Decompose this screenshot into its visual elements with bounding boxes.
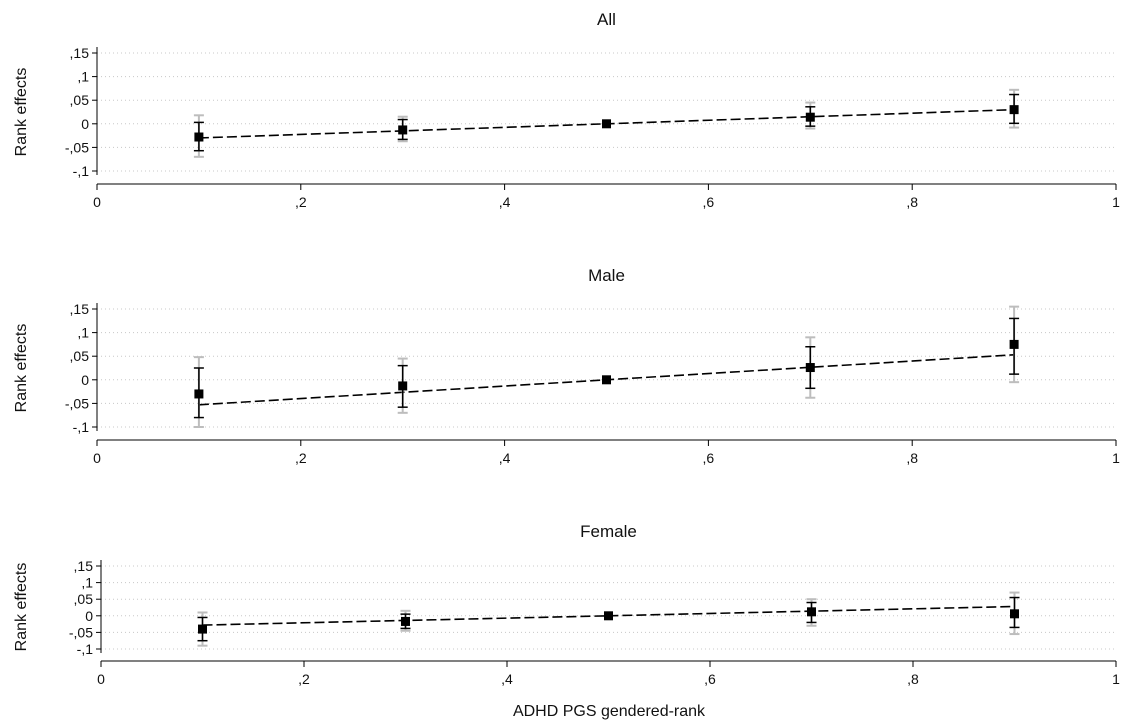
x-tick-label: ,4 <box>501 671 513 687</box>
x-tick-label: ,8 <box>906 194 918 210</box>
x-tick-label: ,4 <box>499 450 511 466</box>
y-tick-label: ,15 <box>74 558 94 574</box>
x-tick-label: 0 <box>93 450 101 466</box>
data-point <box>398 381 408 391</box>
x-tick-label: ,4 <box>499 194 511 210</box>
data-point <box>807 607 816 617</box>
y-tick-label: -,05 <box>65 139 89 155</box>
x-tick-label: ,8 <box>906 450 918 466</box>
data-point <box>1009 105 1019 115</box>
data-point <box>602 375 611 385</box>
data-point <box>604 611 613 621</box>
x-tick-label: 1 <box>1112 450 1120 466</box>
data-point <box>194 389 204 399</box>
y-tick-label: ,05 <box>74 591 94 607</box>
x-tick-label: ,2 <box>295 450 307 466</box>
x-axis-label: ADHD PGS gendered-rank <box>513 703 706 720</box>
y-tick-label: ,15 <box>70 301 90 317</box>
y-tick-label: -,1 <box>73 419 90 435</box>
chart-title: Female <box>580 522 637 541</box>
data-point <box>602 119 611 129</box>
y-tick-label: ,15 <box>70 45 90 61</box>
chart-title: All <box>597 10 616 29</box>
data-point <box>1010 609 1019 619</box>
y-tick-label: ,1 <box>77 325 89 341</box>
data-point <box>401 616 410 626</box>
y-axis-label: Rank effects <box>13 324 30 413</box>
y-tick-label: -,1 <box>73 163 90 179</box>
data-point <box>805 112 815 122</box>
x-tick-label: 0 <box>93 194 101 210</box>
y-tick-label: 0 <box>81 116 89 132</box>
y-tick-label: -,05 <box>65 395 89 411</box>
x-tick-label: ,6 <box>703 450 715 466</box>
y-axis-label: Rank effects <box>13 68 30 157</box>
data-point <box>194 132 204 142</box>
chart-title: Male <box>588 266 625 285</box>
data-point <box>198 624 207 634</box>
y-tick-label: -,05 <box>69 624 93 640</box>
x-tick-label: ,2 <box>298 671 310 687</box>
x-tick-label: ,6 <box>704 671 716 687</box>
y-tick-label: ,1 <box>81 575 93 591</box>
y-tick-label: 0 <box>85 608 93 624</box>
y-tick-label: ,05 <box>70 348 90 364</box>
data-point <box>398 125 408 135</box>
data-point <box>805 363 815 373</box>
x-tick-label: ,8 <box>907 671 919 687</box>
data-point <box>1009 339 1019 349</box>
x-tick-label: ,6 <box>703 194 715 210</box>
y-tick-label: -,1 <box>77 641 94 657</box>
x-tick-label: 1 <box>1112 194 1120 210</box>
y-axis-label: Rank effects <box>13 563 30 652</box>
x-tick-label: ,2 <box>295 194 307 210</box>
y-tick-label: ,1 <box>77 69 89 85</box>
y-tick-label: ,05 <box>70 92 90 108</box>
x-tick-label: 1 <box>1112 671 1120 687</box>
y-tick-label: 0 <box>81 372 89 388</box>
x-tick-label: 0 <box>97 671 105 687</box>
